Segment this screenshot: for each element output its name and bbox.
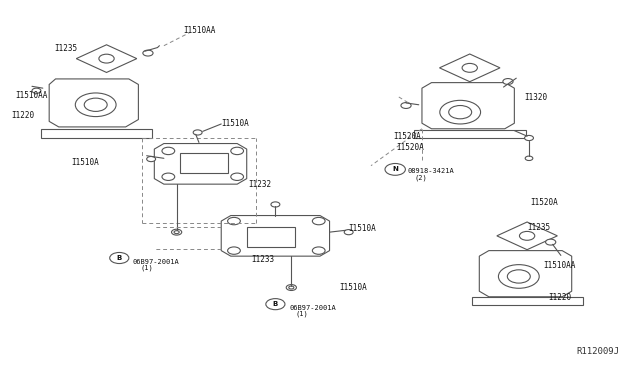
Text: I1510A: I1510A xyxy=(339,283,367,292)
Text: I1510A: I1510A xyxy=(349,224,376,233)
Circle shape xyxy=(99,54,114,63)
Circle shape xyxy=(525,135,534,141)
Polygon shape xyxy=(221,215,330,256)
Circle shape xyxy=(193,130,202,135)
Polygon shape xyxy=(497,222,557,250)
Polygon shape xyxy=(49,79,138,127)
Circle shape xyxy=(228,217,241,225)
Circle shape xyxy=(286,285,296,291)
Text: (1): (1) xyxy=(140,265,153,271)
Circle shape xyxy=(162,173,175,180)
Text: I1510AA: I1510AA xyxy=(183,26,216,35)
Text: I1235: I1235 xyxy=(54,44,77,53)
Bar xyxy=(180,153,228,173)
Text: R112009J: R112009J xyxy=(577,347,620,356)
Text: I1233: I1233 xyxy=(251,255,275,264)
Circle shape xyxy=(385,163,405,175)
Circle shape xyxy=(231,147,244,155)
Polygon shape xyxy=(154,144,246,184)
Text: (1): (1) xyxy=(296,311,308,317)
Circle shape xyxy=(440,100,481,124)
Text: (2): (2) xyxy=(414,174,427,181)
Circle shape xyxy=(503,78,513,84)
Text: I1232: I1232 xyxy=(248,180,271,189)
Circle shape xyxy=(545,239,556,245)
Circle shape xyxy=(84,98,107,112)
Circle shape xyxy=(449,106,472,119)
Circle shape xyxy=(147,157,156,161)
Bar xyxy=(414,130,526,138)
Text: I1235: I1235 xyxy=(527,223,550,232)
Circle shape xyxy=(520,231,535,240)
Bar xyxy=(472,297,583,305)
Text: I1520A: I1520A xyxy=(531,198,558,207)
Text: I1510A: I1510A xyxy=(221,119,249,128)
Circle shape xyxy=(162,147,175,155)
Text: 06B97-2001A: 06B97-2001A xyxy=(132,259,179,265)
Polygon shape xyxy=(440,54,500,82)
Bar xyxy=(41,129,152,138)
Text: I1510AA: I1510AA xyxy=(15,91,48,100)
Circle shape xyxy=(172,229,182,235)
Circle shape xyxy=(143,50,153,56)
Text: I1320: I1320 xyxy=(524,93,547,102)
Text: B: B xyxy=(116,255,122,261)
Text: I1220: I1220 xyxy=(11,111,34,121)
Text: N: N xyxy=(392,166,398,172)
Text: I1220: I1220 xyxy=(548,293,572,302)
Polygon shape xyxy=(76,45,137,73)
Text: 06B97-2001A: 06B97-2001A xyxy=(289,305,336,311)
Circle shape xyxy=(401,103,411,109)
Circle shape xyxy=(228,247,241,254)
Circle shape xyxy=(231,173,244,180)
Circle shape xyxy=(499,264,540,288)
Text: I1510A: I1510A xyxy=(72,157,99,167)
Circle shape xyxy=(271,202,280,207)
Circle shape xyxy=(525,156,533,161)
Circle shape xyxy=(76,93,116,116)
Circle shape xyxy=(32,88,41,93)
Text: I1520A: I1520A xyxy=(396,143,424,152)
Text: I1520A: I1520A xyxy=(394,132,421,141)
Circle shape xyxy=(312,217,325,225)
Circle shape xyxy=(289,286,294,289)
Text: B: B xyxy=(273,301,278,307)
Circle shape xyxy=(462,63,477,72)
Polygon shape xyxy=(422,83,515,129)
Circle shape xyxy=(266,299,285,310)
Text: I1510AA: I1510AA xyxy=(543,261,575,270)
Circle shape xyxy=(109,253,129,263)
Circle shape xyxy=(508,270,531,283)
Circle shape xyxy=(312,247,325,254)
Polygon shape xyxy=(479,251,572,297)
Circle shape xyxy=(344,230,353,235)
Text: 08918-3421A: 08918-3421A xyxy=(408,168,454,174)
Circle shape xyxy=(174,231,179,234)
Bar xyxy=(246,227,294,247)
